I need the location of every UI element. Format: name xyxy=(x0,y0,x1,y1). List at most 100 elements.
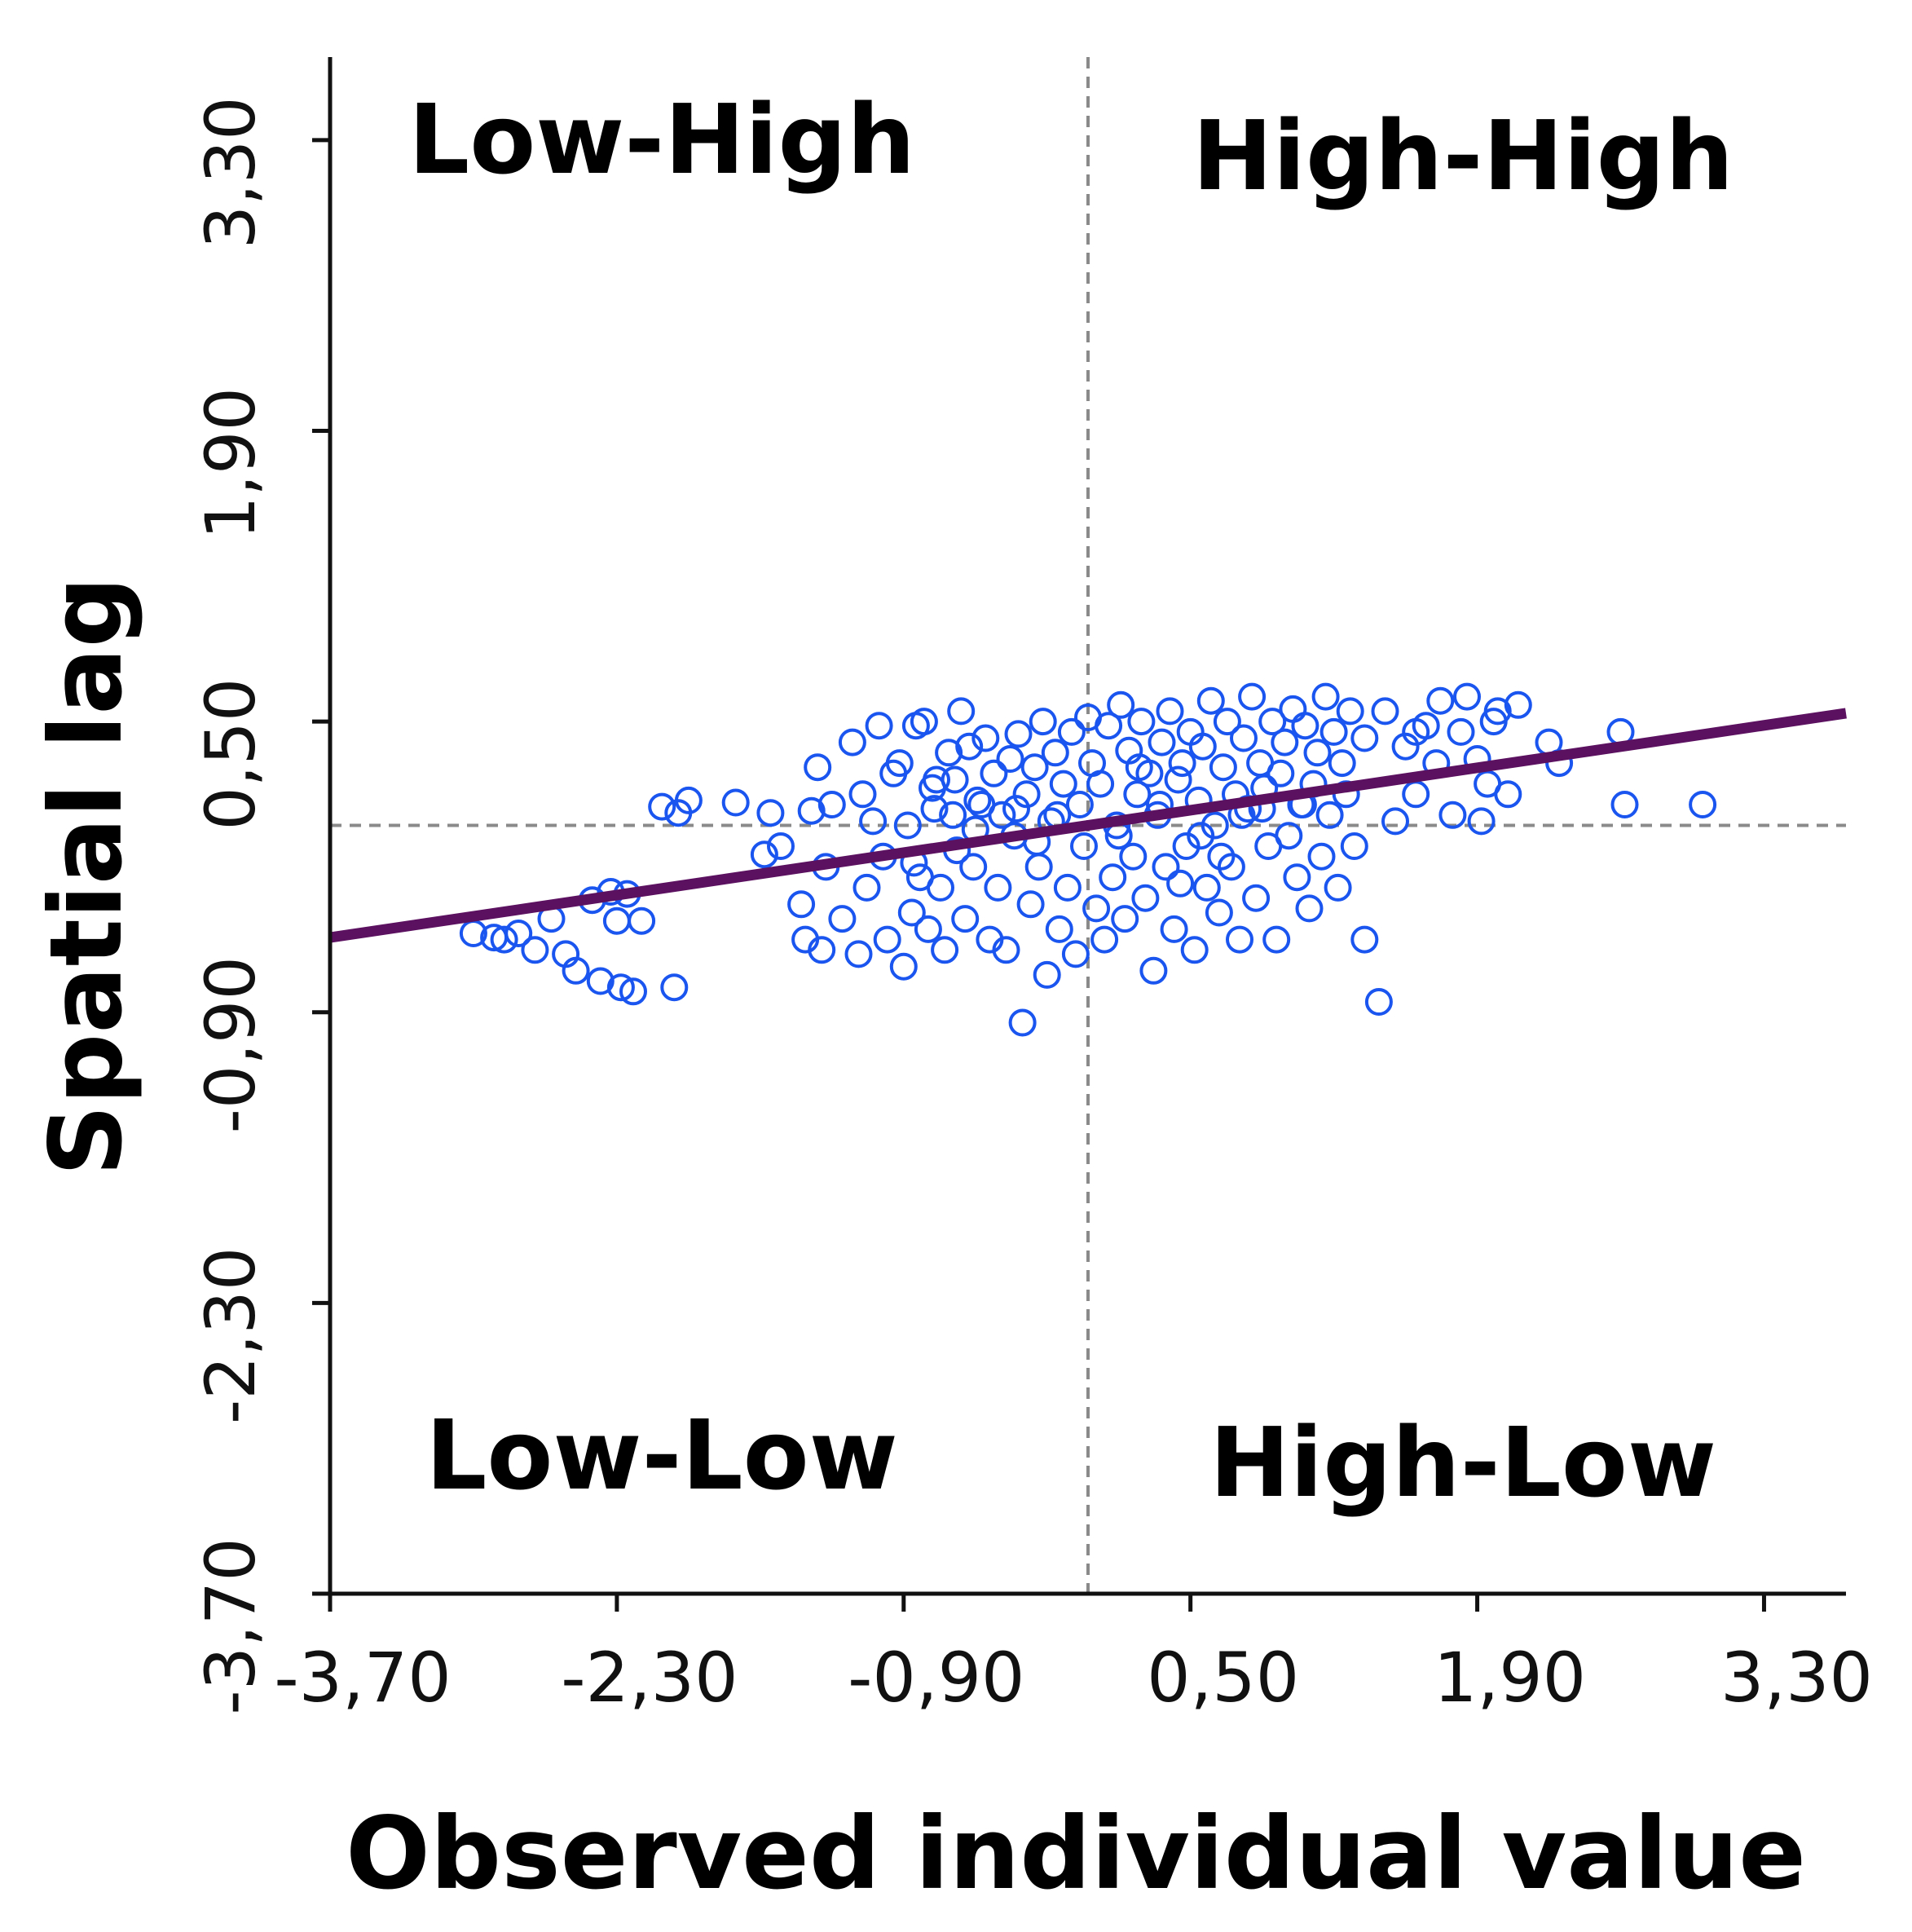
data-point xyxy=(1453,682,1481,711)
data-point xyxy=(988,801,1016,829)
regression-line-group xyxy=(329,708,1847,943)
data-point xyxy=(1226,925,1253,954)
data-point xyxy=(947,697,976,726)
y-tick-label: -2,30 xyxy=(191,1247,271,1424)
data-point xyxy=(828,905,857,933)
data-point xyxy=(1242,884,1271,912)
data-point xyxy=(490,925,518,954)
quadrant-label-low-high: Low-High xyxy=(408,83,915,196)
data-point xyxy=(941,765,969,794)
data-point xyxy=(1213,708,1241,736)
data-point xyxy=(1426,686,1455,715)
data-point xyxy=(1107,690,1135,719)
data-point xyxy=(1209,753,1237,782)
data-point xyxy=(931,936,959,964)
data-point xyxy=(1139,956,1168,985)
data-point xyxy=(951,905,980,933)
y-tick-label: -0,90 xyxy=(191,956,271,1133)
data-point xyxy=(602,906,631,935)
data-point xyxy=(808,936,836,964)
y-axis-title: Spatial lag xyxy=(29,576,144,1176)
data-point xyxy=(885,749,914,778)
data-point xyxy=(1119,842,1148,871)
data-point xyxy=(1336,697,1364,726)
data-point xyxy=(797,796,826,825)
x-tick-label: 3,30 xyxy=(1720,1638,1873,1718)
data-point xyxy=(920,795,949,823)
data-point xyxy=(984,873,1012,902)
data-point xyxy=(1152,853,1180,881)
data-point xyxy=(893,811,922,840)
data-point xyxy=(889,952,918,981)
data-point xyxy=(1350,925,1379,954)
data-point xyxy=(1262,925,1291,954)
data-point xyxy=(1391,732,1420,761)
data-point xyxy=(1217,853,1245,881)
x-tick-label: -0,90 xyxy=(848,1638,1024,1718)
data-point xyxy=(1324,873,1352,902)
data-point xyxy=(1004,720,1033,748)
data-point xyxy=(1111,905,1139,933)
data-point xyxy=(674,786,703,814)
data-point xyxy=(660,973,689,1002)
axes xyxy=(328,57,1846,1596)
data-point xyxy=(1041,739,1069,767)
data-point xyxy=(1483,697,1512,726)
data-point xyxy=(1504,690,1532,719)
data-point xyxy=(1053,873,1082,902)
x-axis-title: Observed individual value xyxy=(346,1796,1806,1912)
data-point xyxy=(1258,708,1287,736)
data-point xyxy=(1168,749,1196,778)
data-point xyxy=(1474,770,1502,798)
x-tick-label: 0,50 xyxy=(1147,1638,1299,1718)
data-point xyxy=(1099,863,1127,892)
data-point xyxy=(1315,801,1344,829)
data-point xyxy=(1160,915,1188,943)
data-point xyxy=(1238,682,1267,711)
data-point xyxy=(648,792,676,821)
quadrant-label-low-low: Low-Low xyxy=(425,1399,898,1511)
data-point xyxy=(910,708,938,736)
data-point xyxy=(521,936,549,964)
data-point xyxy=(1086,770,1115,798)
data-point xyxy=(1201,811,1229,840)
data-point xyxy=(1350,724,1379,752)
y-tick-label: 1,90 xyxy=(191,387,271,540)
data-point xyxy=(914,915,942,943)
data-point xyxy=(980,759,1008,787)
data-point xyxy=(939,801,967,829)
data-point xyxy=(562,956,590,985)
data-point xyxy=(504,920,533,947)
data-point xyxy=(756,799,785,827)
data-point xyxy=(1328,749,1356,778)
data-point xyxy=(787,890,816,919)
data-point xyxy=(1467,807,1496,836)
data-point xyxy=(959,853,988,881)
data-point xyxy=(1070,832,1098,860)
data-point xyxy=(1447,717,1475,746)
data-point xyxy=(1307,842,1336,871)
data-point xyxy=(1029,708,1057,736)
data-point xyxy=(1402,717,1430,746)
x-tick-label: 1,90 xyxy=(1434,1638,1586,1718)
data-point xyxy=(1279,695,1307,723)
data-point xyxy=(838,728,866,756)
data-point xyxy=(897,898,926,927)
regression-line xyxy=(329,708,1847,943)
data-point xyxy=(1127,708,1156,736)
data-point xyxy=(865,712,893,740)
data-point xyxy=(1002,795,1030,823)
data-point xyxy=(767,832,795,860)
data-point xyxy=(1016,890,1045,919)
data-point xyxy=(1311,682,1340,711)
quadrant-label-high-high: High-High xyxy=(1192,99,1734,212)
data-point xyxy=(1291,712,1319,740)
data-point xyxy=(963,786,992,814)
data-point xyxy=(1295,894,1324,923)
data-point xyxy=(1045,915,1073,943)
x-tick-label: -3,70 xyxy=(274,1638,451,1718)
data-point xyxy=(971,724,1000,752)
y-tick-label: 3,30 xyxy=(191,96,271,249)
data-point xyxy=(1061,940,1090,968)
